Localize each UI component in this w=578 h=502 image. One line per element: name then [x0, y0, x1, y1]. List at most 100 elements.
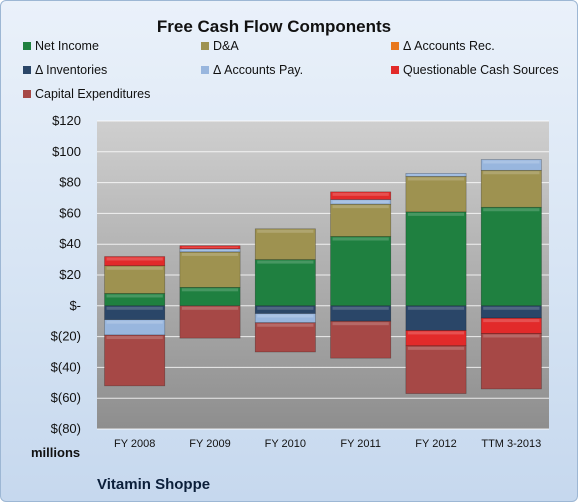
legend-swatch	[391, 66, 399, 74]
y-tick-label: $(20)	[51, 329, 81, 344]
legend-label: Capital Expenditures	[35, 87, 150, 101]
bar-segment-net-income	[405, 211, 467, 307]
bar-segment-capital-expenditures	[179, 305, 241, 339]
bar-stack-fy-2010	[254, 228, 316, 353]
bar-segment-highlight	[332, 200, 389, 204]
bar-segment-capital-expenditures	[405, 345, 467, 394]
y-axis-ticks: $120 $100 $80 $60 $40 $20 $- $(20) $(40) $(60) $(8…	[51, 113, 81, 436]
bar-segment-highlight	[181, 306, 239, 310]
bar-segment-highlight	[407, 212, 465, 216]
bar-segment-d-a	[179, 251, 241, 288]
legend-swatch	[23, 42, 31, 50]
y-tick-label: $-	[69, 298, 81, 313]
y-tick-label: $100	[52, 144, 81, 159]
legend-item-capital-expenditures: Capital Expenditures	[23, 87, 150, 101]
legend-item-net-income: Net Income	[23, 39, 99, 53]
units-label: millions	[31, 445, 80, 460]
bar-segment-d-a	[104, 265, 166, 294]
bar-segment-highlight	[483, 334, 540, 338]
bar-segment-highlight	[407, 174, 465, 176]
legend-label: Net Income	[35, 39, 99, 53]
bar-segment-questionable-cash-sources	[330, 191, 392, 200]
bar-segment-highlight	[257, 229, 314, 233]
bar-segment-accounts-pay	[480, 159, 542, 171]
company-name: Vitamin Shoppe	[97, 476, 210, 493]
legend-swatch	[23, 90, 31, 98]
y-tick-label: $60	[59, 205, 81, 220]
bar-segment-highlight	[332, 322, 389, 326]
bar-segment-inventories	[104, 305, 166, 320]
bar-segment-highlight	[483, 171, 540, 175]
bar-stack-fy-2009	[179, 245, 241, 339]
bar-segment-highlight	[332, 205, 389, 209]
bar-segment-accounts-pay	[405, 173, 467, 177]
y-tick-label: $40	[59, 236, 81, 251]
bar-segment-highlight	[332, 237, 389, 241]
bar-stack-ttm-3-2013	[480, 159, 542, 390]
bar-segment-d-a	[330, 203, 392, 237]
bar-segment-net-income	[254, 259, 316, 307]
y-tick-label: $20	[59, 267, 81, 282]
legend-item-accounts-rec: Δ Accounts Rec.	[391, 39, 495, 53]
legend: Net Income D&A Δ Accounts Rec. Δ Inventorie…	[23, 39, 559, 101]
bar-segment-highlight	[257, 306, 314, 310]
bar-segment-highlight	[181, 288, 239, 292]
x-category-label: FY 2009	[189, 438, 230, 450]
chart-title: Free Cash Flow Components	[157, 17, 391, 36]
gridlines	[97, 120, 549, 430]
bar-segment-d-a	[254, 228, 316, 260]
x-category-label: FY 2010	[265, 438, 306, 450]
bar-segment-highlight	[257, 314, 314, 318]
bar-segment-highlight	[257, 260, 314, 264]
bar-segment-highlight	[407, 331, 465, 335]
bar-segment-highlight	[332, 306, 389, 310]
bar-segment-capital-expenditures	[330, 320, 392, 359]
legend-swatch	[23, 66, 31, 74]
x-category-label: FY 2008	[114, 438, 155, 450]
bar-stack-fy-2012	[405, 173, 467, 394]
bar-segment-highlight	[483, 208, 540, 212]
bar-segment-highlight	[106, 266, 163, 270]
x-axis-categories: FY 2008 FY 2009 FY 2010 FY 2011 FY 2012 TTM 3…	[114, 438, 541, 450]
bar-stack-fy-2011	[330, 191, 392, 359]
bar-segment-highlight	[106, 257, 163, 261]
bar-segment-highlight	[181, 249, 239, 251]
bar-segment-inventories	[330, 305, 392, 322]
bar-segment-capital-expenditures	[254, 322, 316, 353]
y-tick-label: $(80)	[51, 421, 81, 436]
bar-segment-questionable-cash-sources	[104, 256, 166, 267]
x-category-label: FY 2011	[340, 438, 381, 450]
bar-segment-highlight	[257, 323, 314, 327]
x-category-label: FY 2012	[415, 438, 456, 450]
bar-segment-highlight	[181, 246, 239, 248]
bar-segment-capital-expenditures	[480, 333, 542, 390]
bar-segment-questionable-cash-sources	[179, 245, 241, 250]
legend-label: D&A	[213, 39, 239, 53]
legend-swatch	[201, 66, 209, 74]
bar-segment-highlight	[483, 160, 540, 164]
bar-segment-highlight	[106, 294, 163, 298]
legend-item-questionable-cash-sources: Questionable Cash Sources	[391, 63, 559, 77]
legend-item-accounts-pay: Δ Accounts Pay.	[201, 63, 303, 77]
bar-segment-highlight	[483, 306, 540, 310]
y-tick-label: $120	[52, 113, 81, 128]
y-tick-label: $(40)	[51, 359, 81, 374]
y-tick-label: $80	[59, 175, 81, 190]
bar-segment-capital-expenditures	[104, 334, 166, 387]
legend-swatch	[391, 42, 399, 50]
bar-stacks	[104, 159, 542, 394]
bar-segment-d-a	[480, 169, 542, 208]
bar-segment-highlight	[407, 177, 465, 181]
bar-segment-d-a	[405, 176, 467, 213]
bar-segment-highlight	[106, 306, 163, 310]
bar-segment-highlight	[407, 306, 465, 310]
bar-segment-inventories	[405, 305, 467, 331]
legend-swatch	[201, 42, 209, 50]
bar-stack-fy-2008	[104, 256, 166, 387]
bar-segment-net-income	[480, 206, 542, 307]
legend-label: Δ Inventories	[35, 63, 107, 77]
x-category-label: TTM 3-2013	[481, 438, 541, 450]
bar-segment-highlight	[483, 319, 540, 323]
legend-label: Δ Accounts Pay.	[213, 63, 303, 77]
bar-segment-highlight	[106, 320, 163, 324]
